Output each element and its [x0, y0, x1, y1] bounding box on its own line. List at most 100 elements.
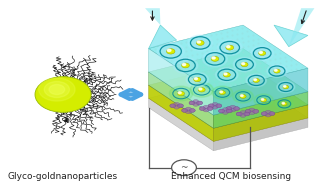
Circle shape — [157, 43, 184, 60]
Circle shape — [253, 48, 271, 59]
Circle shape — [253, 78, 259, 82]
Circle shape — [269, 112, 275, 115]
Circle shape — [227, 46, 230, 48]
Circle shape — [245, 109, 251, 113]
Polygon shape — [149, 25, 308, 92]
Circle shape — [222, 111, 228, 114]
Polygon shape — [214, 118, 308, 151]
Circle shape — [242, 63, 245, 65]
Circle shape — [219, 109, 224, 113]
Polygon shape — [149, 72, 214, 128]
Circle shape — [189, 108, 195, 112]
Circle shape — [199, 107, 205, 110]
Circle shape — [217, 40, 242, 55]
Circle shape — [188, 35, 213, 51]
Circle shape — [208, 104, 214, 108]
Circle shape — [203, 108, 209, 112]
Circle shape — [261, 112, 267, 115]
Text: Enhanced QCM biosensing: Enhanced QCM biosensing — [171, 172, 291, 181]
Circle shape — [205, 53, 225, 65]
Circle shape — [198, 88, 205, 92]
Circle shape — [279, 82, 293, 91]
Polygon shape — [149, 49, 214, 115]
Circle shape — [178, 104, 183, 108]
Circle shape — [241, 62, 248, 67]
Circle shape — [39, 78, 75, 101]
Circle shape — [182, 108, 187, 112]
Circle shape — [199, 88, 202, 90]
Circle shape — [226, 109, 232, 113]
Circle shape — [212, 86, 233, 99]
Circle shape — [259, 51, 262, 53]
Circle shape — [185, 107, 191, 111]
Circle shape — [236, 59, 253, 70]
Circle shape — [185, 110, 191, 114]
Circle shape — [234, 107, 240, 110]
Polygon shape — [214, 92, 308, 128]
Circle shape — [193, 103, 199, 106]
Circle shape — [193, 100, 199, 103]
Circle shape — [173, 58, 198, 73]
Circle shape — [218, 69, 236, 81]
Circle shape — [261, 112, 267, 115]
Circle shape — [226, 45, 234, 50]
Circle shape — [244, 112, 250, 116]
Circle shape — [203, 105, 209, 109]
Circle shape — [269, 66, 285, 76]
Circle shape — [189, 101, 195, 105]
Circle shape — [253, 109, 259, 113]
Circle shape — [240, 94, 246, 98]
Circle shape — [277, 81, 295, 93]
Text: Glyco-goldnanoparticles: Glyco-goldnanoparticles — [8, 172, 118, 181]
Circle shape — [233, 90, 253, 103]
Polygon shape — [274, 25, 308, 47]
Circle shape — [196, 40, 204, 45]
Circle shape — [197, 101, 203, 105]
Circle shape — [226, 107, 232, 110]
Circle shape — [191, 37, 210, 49]
Polygon shape — [145, 8, 161, 25]
Circle shape — [44, 81, 70, 98]
Polygon shape — [149, 98, 214, 151]
Circle shape — [216, 104, 222, 108]
Circle shape — [246, 74, 266, 87]
Circle shape — [178, 91, 185, 96]
Circle shape — [220, 91, 222, 93]
Circle shape — [261, 99, 264, 100]
Circle shape — [182, 63, 189, 68]
Circle shape — [269, 112, 275, 115]
Circle shape — [197, 41, 200, 43]
Circle shape — [169, 86, 193, 101]
Circle shape — [219, 109, 224, 113]
Circle shape — [244, 112, 250, 116]
Circle shape — [230, 108, 236, 112]
Circle shape — [195, 78, 198, 80]
Circle shape — [212, 57, 215, 59]
Circle shape — [249, 108, 255, 112]
Circle shape — [167, 49, 175, 54]
Circle shape — [236, 112, 242, 116]
Circle shape — [188, 74, 206, 85]
Circle shape — [261, 98, 267, 102]
Circle shape — [282, 102, 284, 104]
Polygon shape — [149, 62, 308, 128]
Circle shape — [219, 91, 225, 94]
Circle shape — [254, 79, 257, 81]
Circle shape — [226, 109, 232, 113]
Circle shape — [170, 104, 176, 108]
Polygon shape — [214, 105, 308, 141]
Circle shape — [182, 64, 186, 66]
Circle shape — [174, 105, 179, 109]
Circle shape — [186, 72, 209, 87]
Circle shape — [251, 46, 273, 60]
Circle shape — [224, 73, 227, 75]
Polygon shape — [214, 68, 308, 115]
Circle shape — [189, 101, 195, 105]
Circle shape — [216, 68, 238, 82]
Circle shape — [178, 104, 183, 108]
Polygon shape — [149, 75, 308, 141]
Circle shape — [203, 51, 227, 67]
Circle shape — [249, 111, 255, 115]
Polygon shape — [149, 25, 177, 49]
Circle shape — [207, 107, 213, 110]
